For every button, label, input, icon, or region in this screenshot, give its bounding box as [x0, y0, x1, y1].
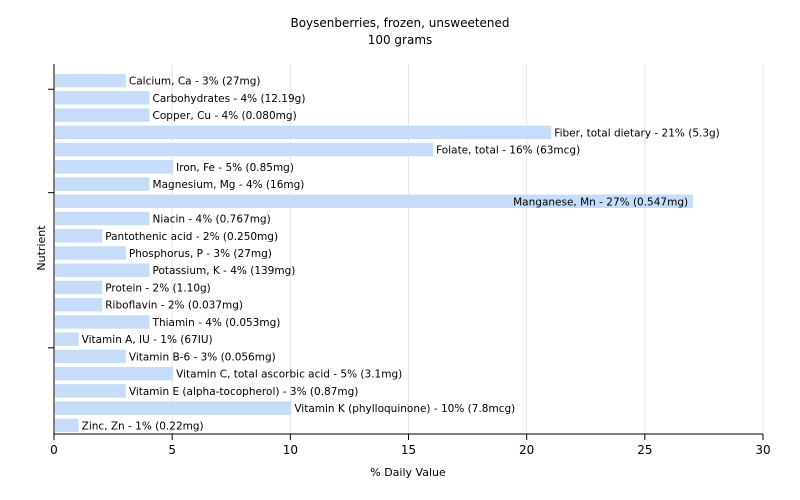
bar-label: Fiber, total dietary - 21% (5.3g): [554, 127, 719, 139]
x-tick-label: 20: [519, 443, 534, 457]
bar-label: Potassium, K - 4% (139mg): [153, 265, 296, 277]
bar-label: Protein - 2% (1.10g): [105, 282, 211, 294]
bar: [55, 401, 292, 415]
bar: [55, 366, 174, 381]
chart-title: Boysenberries, frozen, unsweetened: [290, 16, 509, 30]
bar-label: Copper, Cu - 4% (0.080mg): [153, 110, 297, 122]
bar: [55, 73, 126, 88]
bar: [55, 349, 126, 364]
bar-label: Thiamin - 4% (0.053mg): [152, 317, 281, 329]
bar: [55, 211, 150, 226]
bar: [55, 194, 694, 209]
bar: [55, 108, 150, 122]
x-tick-label: 10: [283, 443, 298, 457]
x-tick-label: 25: [637, 443, 652, 457]
bar: [55, 160, 174, 174]
bar-labels: Calcium, Ca - 3% (27mg) Carbohydrates - 4…: [82, 76, 720, 433]
bar-label: Vitamin C, total ascorbic acid - 5% (3.1…: [176, 369, 402, 381]
x-tick-label: 5: [168, 443, 176, 457]
bar: [55, 177, 150, 191]
bar-label: Manganese, Mn - 27% (0.547mg): [513, 196, 688, 208]
bar-label: Pantothenic acid - 2% (0.250mg): [105, 231, 278, 243]
bar-label: Zinc, Zn - 1% (0.22mg): [82, 420, 204, 432]
bar: [55, 229, 103, 243]
axes: 0 5 10 15 20 25 30: [48, 64, 771, 457]
bar: [55, 297, 103, 312]
bar-label: Vitamin E (alpha-tocopherol) - 3% (0.87m…: [129, 386, 359, 398]
bar: [55, 332, 79, 346]
bar: [55, 384, 126, 398]
bar: [55, 263, 150, 277]
bar: [55, 142, 434, 157]
bar-label: Niacin - 4% (0.767mg): [153, 214, 271, 226]
bar-label: Phosphorus, P - 3% (27mg): [129, 248, 272, 260]
bar-label: Iron, Fe - 5% (0.85mg): [176, 162, 294, 174]
bars: [55, 73, 694, 433]
bar: [55, 91, 150, 105]
bar-label: Riboflavin - 2% (0.037mg): [105, 300, 243, 312]
x-axis-title: % Daily Value: [370, 466, 446, 479]
bar: [55, 125, 552, 140]
bar-label: Folate, total - 16% (63mcg): [436, 145, 580, 157]
x-tick-label: 0: [50, 443, 58, 457]
y-axis-title: Nutrient: [35, 225, 48, 271]
bar-label: Vitamin B-6 - 3% (0.056mg): [129, 351, 276, 363]
bar: [55, 280, 103, 295]
bar: [55, 246, 126, 260]
bar: [55, 315, 150, 329]
bar-label: Vitamin A, IU - 1% (67IU): [82, 334, 213, 346]
bar-label: Vitamin K (phylloquinone) - 10% (7.8mcg): [294, 403, 515, 415]
chart-subtitle: 100 grams: [368, 33, 433, 47]
bar: [55, 418, 79, 433]
bar-label: Magnesium, Mg - 4% (16mg): [153, 179, 305, 191]
x-tick-label: 15: [401, 443, 416, 457]
bar-label: Calcium, Ca - 3% (27mg): [129, 76, 261, 88]
bar-label: Carbohydrates - 4% (12.19g): [153, 93, 306, 105]
x-tick-label: 30: [755, 443, 770, 457]
